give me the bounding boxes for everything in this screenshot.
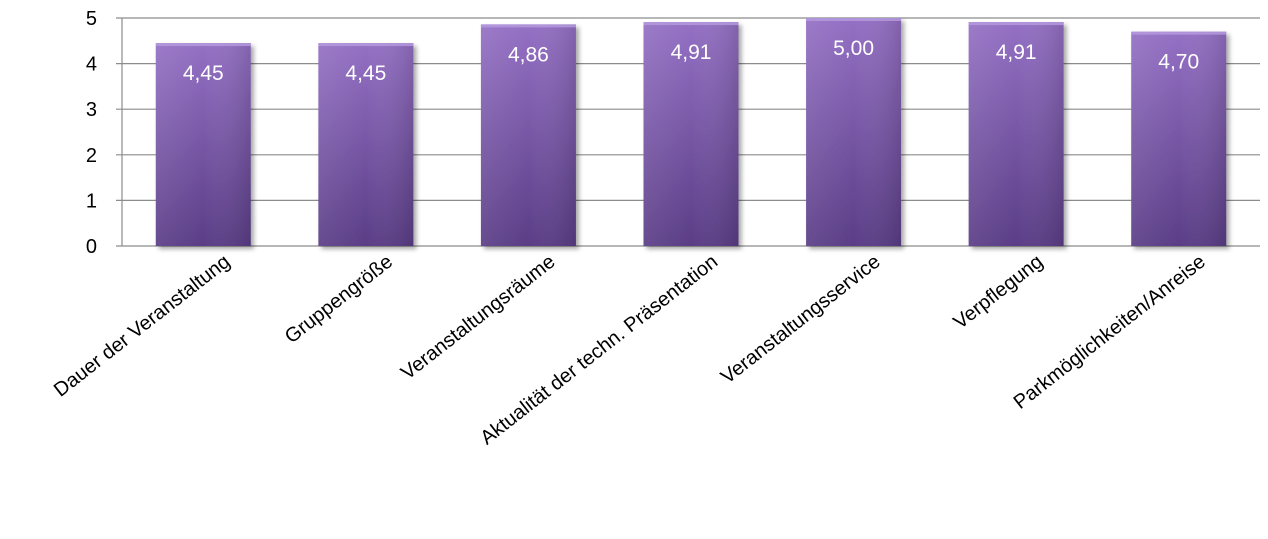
bar [643,22,739,246]
x-category-label: Veranstaltungsservice [717,251,885,389]
data-label: 4,70 [1158,51,1199,74]
y-tick-label: 2 [86,145,97,167]
data-label: 4,91 [996,41,1037,64]
data-labels: 4,45 4,45 4,86 4,91 5,00 4,91 4,70 [183,37,1199,85]
x-category-label: Gruppengröße [281,251,397,348]
data-label: 4,86 [508,43,549,66]
bar [318,43,414,246]
data-label: 5,00 [833,37,874,60]
bar [480,24,576,246]
y-tick-label: 0 [86,236,97,258]
y-tick-label: 4 [86,54,97,76]
x-category-label: Veranstaltungsräume [397,251,559,385]
data-label: 4,91 [671,41,712,64]
x-category-label: Parkmöglichkeiten/Anreise [1010,251,1210,414]
x-category-label: Dauer der Veranstaltung [50,251,234,402]
bar [968,22,1064,246]
bar [155,43,251,246]
x-axis-category-labels: Dauer der Veranstaltung Gruppengröße Veran… [50,251,1210,450]
data-label: 4,45 [345,62,386,85]
y-axis-tick-labels: 0 1 2 3 4 5 [86,8,97,258]
y-tick-label: 3 [86,99,97,121]
data-label: 4,45 [183,62,224,85]
y-tick-label: 5 [86,8,97,30]
bar [1131,31,1227,247]
x-category-label: Verpflegung [950,251,1048,334]
bars [155,18,1227,247]
bar [806,18,902,246]
y-tick-label: 1 [86,190,97,212]
